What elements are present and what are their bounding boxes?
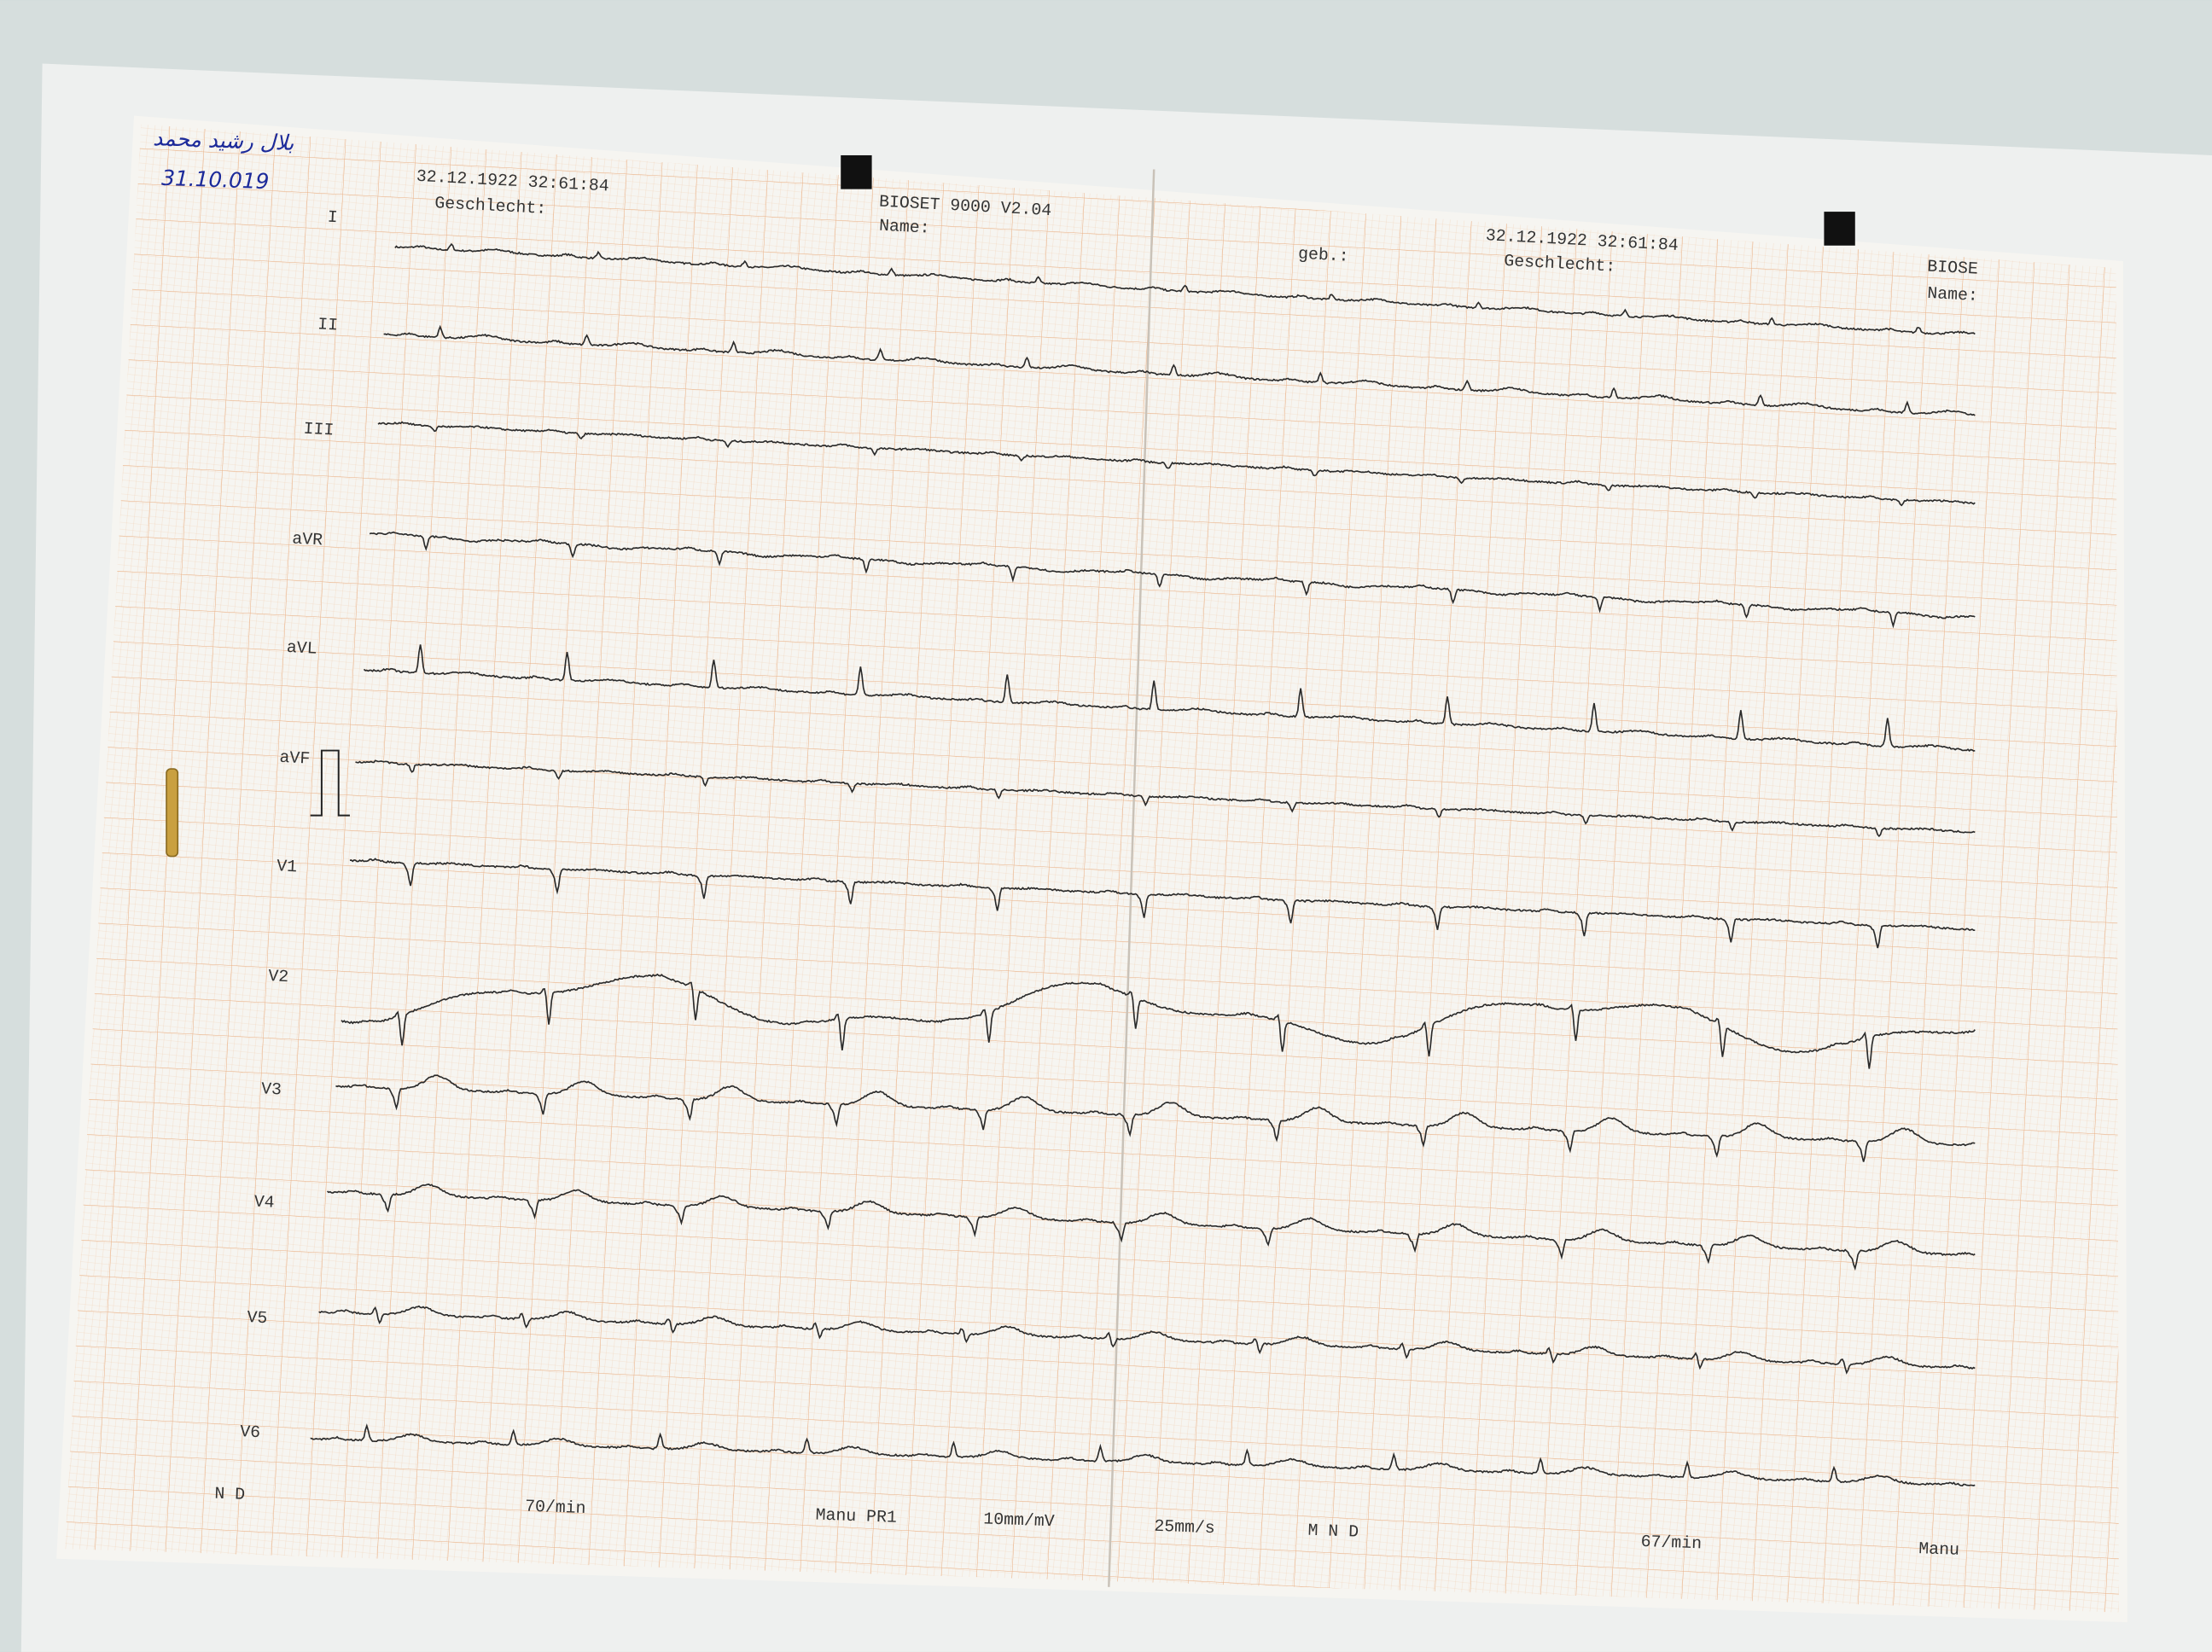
filter: M N D: [1307, 1521, 1359, 1542]
marker-square: [1824, 212, 1855, 246]
lead-label: aVF: [279, 747, 311, 769]
lead-label: aVL: [286, 637, 317, 659]
ecg-trace: [310, 1423, 1976, 1486]
lead-label: V6: [240, 1422, 261, 1442]
ecg-trace: [335, 1074, 1976, 1162]
handwriting: بلال رشيد محمد 31.10.019: [153, 125, 294, 194]
lead-label: II: [317, 314, 339, 334]
heart-rate: 70/min: [525, 1497, 586, 1518]
ecg-trace: [355, 759, 1976, 838]
lead-label: aVR: [292, 529, 323, 550]
birth-label: geb.:: [1298, 244, 1350, 266]
ecg-trace: [383, 324, 1976, 416]
fold-line: [1108, 169, 1155, 1587]
lead-label: V5: [247, 1307, 268, 1328]
calibration-pulse: [310, 749, 350, 817]
footer: N D 70/min Manu PR1 10mm/mV 25mm/s M N D…: [214, 1484, 1959, 1560]
ecg-trace: [377, 421, 1976, 507]
ecg-trace: [349, 858, 1976, 949]
mode: Manu: [1918, 1539, 1959, 1560]
device: BIOSE: [1927, 257, 1979, 279]
ecg-trace: [318, 1305, 1976, 1375]
lead-label: V2: [268, 966, 289, 986]
name-label: Name:: [879, 216, 931, 238]
heart-rate: 67/min: [1640, 1532, 1702, 1553]
marker-square: [841, 154, 872, 189]
pin: [166, 768, 179, 858]
lead-label: III: [303, 419, 335, 440]
patient-name: بلال رشيد محمد: [153, 125, 294, 156]
ecg-trace: [369, 531, 1976, 629]
lead-label: I: [327, 207, 338, 228]
lead-label: V4: [253, 1192, 275, 1213]
name-label: Name:: [1927, 283, 1979, 305]
ecg-grid: [65, 124, 2119, 1613]
handwritten-date: 31.10.019: [161, 166, 270, 194]
gain: 10mm/mV: [983, 1509, 1055, 1531]
filter: N D: [214, 1484, 245, 1504]
mode: Manu PR1: [815, 1504, 897, 1527]
ecg-trace: [341, 973, 1976, 1069]
ecg-trace: [326, 1184, 1976, 1271]
paper-speed: 25mm/s: [1154, 1516, 1215, 1538]
ecg-trace: [363, 644, 1976, 752]
lead-label: V1: [276, 856, 298, 876]
ecg-trace: [394, 242, 1976, 335]
lead-label: V3: [261, 1079, 282, 1099]
